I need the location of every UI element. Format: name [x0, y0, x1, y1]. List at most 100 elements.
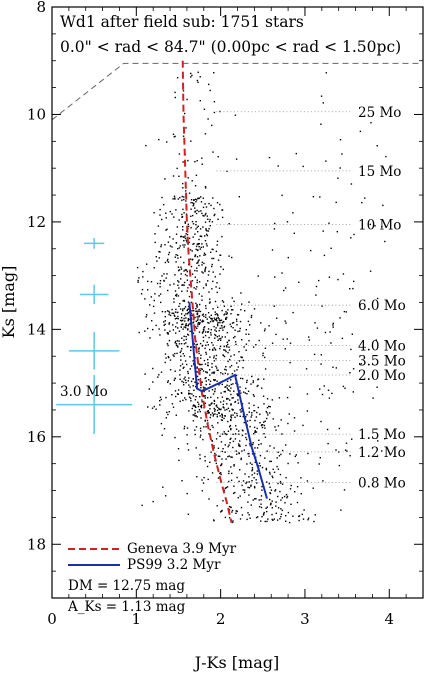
star-point [248, 443, 251, 445]
star-point [264, 436, 267, 438]
star-point [204, 221, 207, 223]
star-point [224, 487, 227, 489]
star-point [168, 312, 171, 314]
star-point [183, 339, 185, 341]
star-point [223, 345, 225, 348]
mass-label: 6.0 Mo [358, 298, 406, 314]
star-point [212, 151, 214, 153]
star-point [179, 196, 181, 199]
star-point [282, 338, 284, 340]
star-point [236, 510, 238, 513]
star-point [195, 396, 197, 398]
star-point [204, 254, 207, 256]
star-point [243, 421, 245, 424]
star-point [253, 472, 256, 474]
star-point [266, 417, 268, 420]
star-point [226, 380, 229, 383]
star-point [204, 347, 206, 350]
star-point [230, 364, 233, 367]
star-point [187, 177, 189, 179]
star-point [192, 420, 195, 422]
star-point [221, 458, 223, 460]
star-point [181, 363, 184, 365]
star-point [241, 339, 243, 341]
star-point [209, 356, 211, 358]
star-point [159, 400, 161, 402]
star-point [241, 434, 244, 437]
star-point [256, 482, 258, 484]
star-point [278, 455, 281, 457]
star-point [192, 414, 194, 416]
star-point [336, 231, 338, 233]
extinction-text: A_Ks = 1.13 mag [67, 599, 186, 615]
star-point [167, 381, 169, 383]
star-point [351, 333, 353, 335]
star-point [185, 323, 187, 325]
star-point [273, 471, 276, 473]
star-point [182, 226, 184, 228]
star-point [198, 246, 200, 248]
star-point [232, 520, 234, 522]
star-point [225, 486, 227, 489]
star-point [266, 398, 269, 400]
star-point [250, 316, 253, 319]
star-point [219, 415, 221, 417]
star-point [203, 388, 205, 390]
star-point [184, 320, 186, 322]
star-point [147, 280, 149, 283]
star-point [207, 397, 209, 399]
star-point [259, 413, 261, 415]
star-point [200, 430, 202, 432]
x-tick-label: 0 [47, 610, 57, 628]
star-point [224, 372, 227, 375]
star-point [218, 318, 220, 320]
star-point [136, 266, 139, 269]
star-point [267, 414, 269, 416]
star-point [266, 407, 269, 409]
star-point [242, 367, 244, 369]
star-point [238, 480, 240, 483]
star-point [175, 261, 177, 263]
star-point [209, 404, 211, 407]
star-point [205, 377, 207, 379]
star-point [306, 393, 309, 395]
star-point [214, 337, 216, 339]
star-point [186, 313, 189, 315]
star-point [187, 328, 189, 330]
star-point [226, 346, 228, 348]
star-point [190, 301, 193, 304]
y-tick-label: 14 [27, 320, 46, 338]
star-point [204, 460, 206, 462]
star-point [298, 281, 300, 283]
star-point [211, 439, 213, 442]
star-point [253, 404, 255, 407]
star-point [164, 316, 166, 318]
star-point [200, 196, 202, 198]
star-point [224, 444, 226, 446]
star-point [198, 331, 201, 333]
star-point [221, 216, 224, 219]
star-point [251, 474, 253, 476]
star-point [266, 450, 268, 452]
star-point [227, 360, 229, 363]
star-point [227, 351, 229, 354]
star-point [308, 336, 310, 338]
star-point [213, 399, 215, 402]
star-point [204, 133, 207, 135]
star-point [276, 317, 278, 319]
star-point [222, 329, 224, 331]
star-point [194, 276, 196, 278]
star-point [200, 387, 202, 389]
star-point [231, 511, 233, 513]
star-point [174, 370, 176, 372]
star-point [221, 463, 223, 465]
star-point [192, 223, 195, 225]
star-point [202, 438, 204, 441]
star-point [229, 366, 231, 368]
star-point [205, 353, 208, 355]
star-point [231, 256, 233, 259]
star-point [204, 268, 207, 270]
star-point [239, 409, 241, 411]
star-point [210, 332, 212, 334]
star-point [138, 331, 140, 334]
